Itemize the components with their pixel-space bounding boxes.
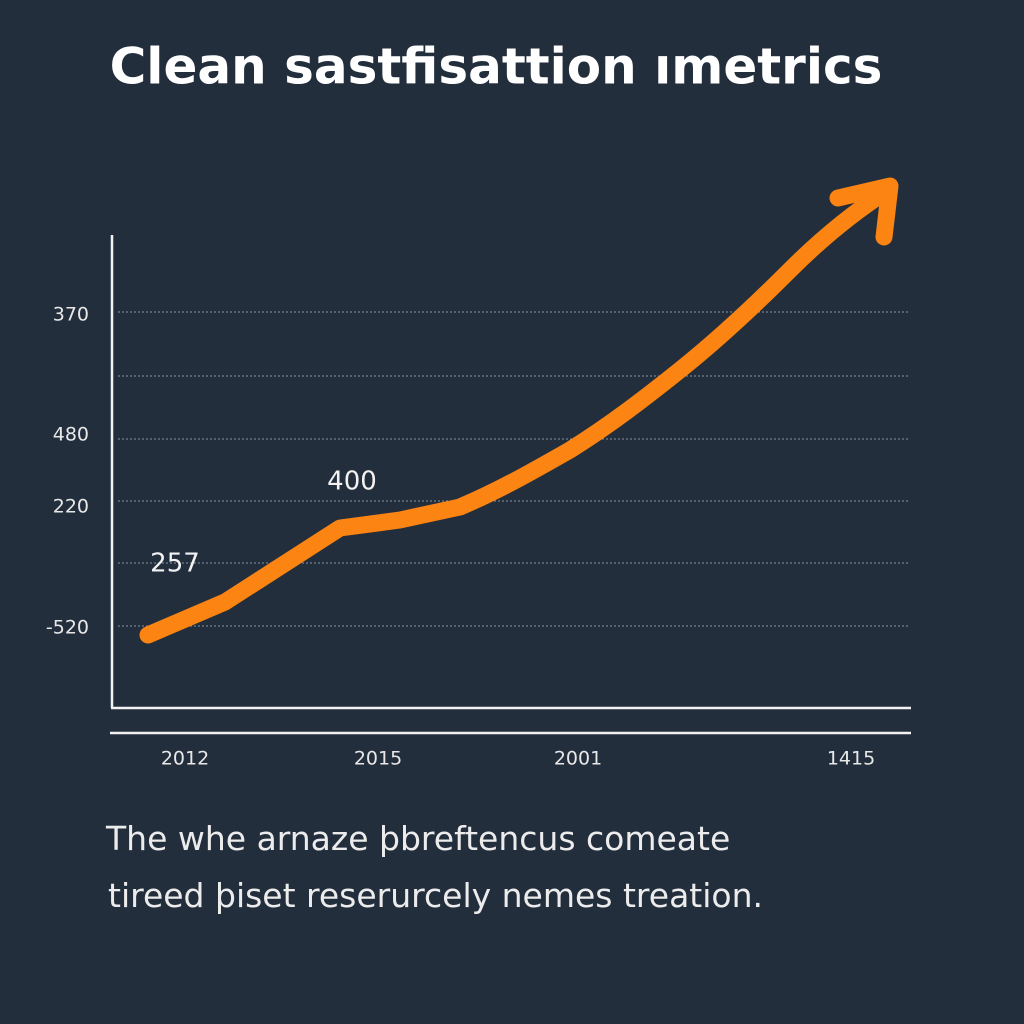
trend-arrowhead <box>829 177 899 246</box>
data-annotation: 257 <box>150 549 200 579</box>
caption-line: The whe arnaze þbreftencus comeate <box>105 819 730 858</box>
x-tick-label: 2001 <box>554 748 602 770</box>
y-tick-label: 220 <box>53 496 89 518</box>
y-tick-label: 370 <box>53 304 89 326</box>
grid <box>118 311 910 627</box>
trend-line <box>139 183 894 644</box>
caption-line: tireed þiset reserurcely nemes treation. <box>108 876 763 915</box>
data-annotation: 400 <box>327 467 377 497</box>
x-tick-label: 1415 <box>827 748 875 770</box>
x-tick-label: 2015 <box>354 748 402 770</box>
chart-title: Clean sastfisattion ımetrics <box>110 38 883 96</box>
y-tick-label: -520 <box>46 617 89 639</box>
x-tick-label: 2012 <box>161 748 209 770</box>
y-tick-label: 480 <box>53 424 89 446</box>
